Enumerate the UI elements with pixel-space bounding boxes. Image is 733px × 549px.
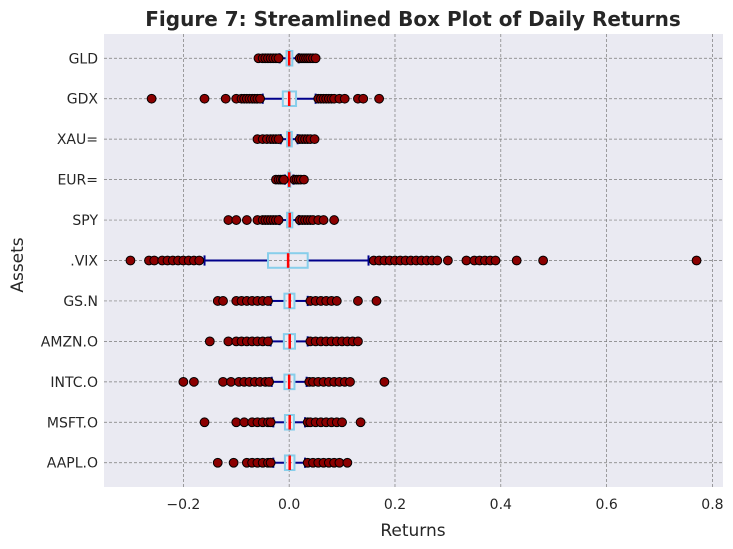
outlier-point xyxy=(331,296,342,306)
outlier-point xyxy=(194,255,205,266)
x-tick-label: 0.2 xyxy=(384,497,406,513)
outlier-point xyxy=(241,215,252,225)
y-tick-label: GDX xyxy=(67,92,99,108)
y-tick-label: GS.N xyxy=(63,294,98,310)
outlier-point xyxy=(329,215,340,225)
box-series xyxy=(253,49,321,67)
outlier-point xyxy=(273,134,284,145)
y-tick-label: .VIX xyxy=(70,254,98,270)
x-tick-label: 0.6 xyxy=(595,497,617,513)
boxes xyxy=(125,49,702,472)
outlier-point xyxy=(231,215,242,225)
box-series xyxy=(223,211,340,229)
outlier-point xyxy=(490,255,501,266)
outlier-point xyxy=(218,296,228,306)
y-tick-label: GLD xyxy=(69,51,98,67)
chart-title: Figure 7: Streamlined Box Plot of Daily … xyxy=(145,7,680,31)
outlier-point xyxy=(255,93,265,104)
outlier-point xyxy=(220,93,231,104)
outlier-point xyxy=(310,53,321,64)
outlier-point xyxy=(263,336,273,347)
x-tick-label: 0.4 xyxy=(490,497,512,513)
box-series xyxy=(146,90,385,107)
outlier-point xyxy=(353,296,363,306)
y-tick-label: SPY xyxy=(72,213,98,229)
outlier-point xyxy=(432,255,443,266)
y-tick-label: MSFT.O xyxy=(47,415,98,431)
outlier-point xyxy=(212,457,223,468)
box-series xyxy=(271,171,309,188)
outlier-point xyxy=(178,376,189,387)
y-tick-label: INTC.O xyxy=(50,375,98,391)
box-series xyxy=(125,252,702,269)
outlier-point xyxy=(339,93,350,104)
outlier-point xyxy=(358,93,369,104)
outlier-point xyxy=(265,417,276,428)
y-tick-label: XAU= xyxy=(57,132,98,148)
outlier-point xyxy=(125,255,136,266)
outlier-point xyxy=(374,93,385,104)
outlier-point xyxy=(273,53,284,64)
outlier-point xyxy=(345,376,355,387)
outlier-point xyxy=(691,255,702,266)
box-series xyxy=(212,454,353,472)
outlier-point xyxy=(204,336,215,347)
x-axis-label: Returns xyxy=(380,521,445,541)
outlier-point xyxy=(264,376,274,387)
outlier-point xyxy=(379,376,390,387)
box-series xyxy=(252,130,320,148)
outlier-point xyxy=(442,255,453,266)
outlier-point xyxy=(371,296,382,306)
outlier-point xyxy=(353,336,363,347)
outlier-point xyxy=(146,93,157,104)
outlier-point xyxy=(273,215,284,225)
outlier-point xyxy=(278,174,289,185)
outlier-point xyxy=(355,417,366,428)
outlier-point xyxy=(228,457,239,468)
outlier-point xyxy=(342,457,353,468)
outlier-point xyxy=(538,255,549,266)
y-axis-label: Assets xyxy=(8,237,28,292)
box-series xyxy=(212,292,382,310)
outlier-point xyxy=(318,215,329,225)
outlier-point xyxy=(199,417,210,428)
outlier-point xyxy=(199,93,210,104)
x-tick-label: −0.2 xyxy=(166,497,200,513)
box-series xyxy=(204,333,363,350)
outlier-point xyxy=(265,457,276,468)
y-tick-label: AAPL.O xyxy=(47,456,98,472)
outlier-point xyxy=(299,174,309,185)
outlier-point xyxy=(337,417,347,428)
x-tick-label: 0.0 xyxy=(278,497,300,513)
outlier-point xyxy=(309,134,320,145)
box-series xyxy=(199,414,366,431)
box-series xyxy=(178,373,390,391)
y-tick-label: EUR= xyxy=(57,173,98,189)
outlier-point xyxy=(263,296,273,306)
outlier-point xyxy=(189,376,199,387)
y-tick-label: AMZN.O xyxy=(41,334,98,350)
y-axis-ticks: GLD GDX XAU= EUR= SPY .VIX GS.N AMZN.O INTC.O MSF… xyxy=(41,51,99,471)
x-tick-label: 0.8 xyxy=(701,497,723,513)
x-axis-ticks: −0.2 0.0 0.2 0.4 0.6 0.8 xyxy=(166,497,723,513)
outlier-point xyxy=(511,255,522,266)
